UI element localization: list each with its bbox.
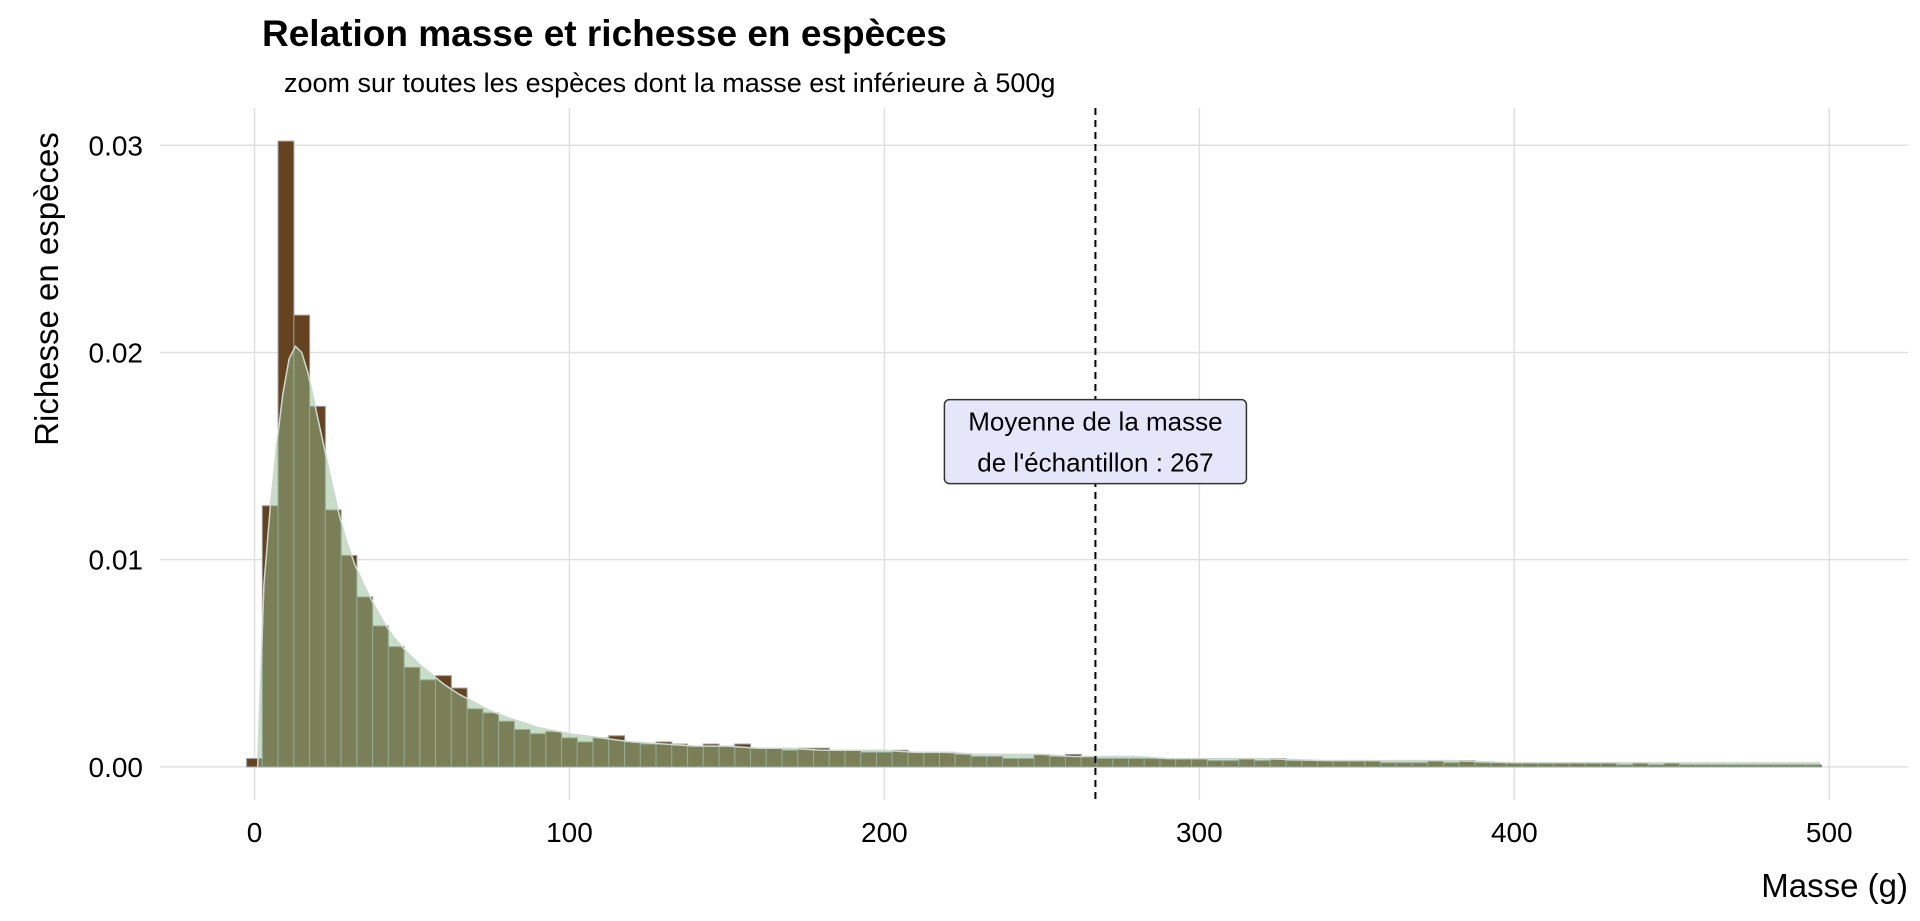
chart-subtitle: zoom sur toutes les espèces dont la mass… xyxy=(284,68,1055,98)
density-area xyxy=(257,346,1820,767)
annotation-box xyxy=(943,398,1248,485)
y-tick-label: 0.03 xyxy=(89,130,144,161)
x-tick-label: 0 xyxy=(247,817,263,848)
x-tick-label: 200 xyxy=(861,817,908,848)
x-tick-label: 500 xyxy=(1806,817,1853,848)
tick-labels: 0 100 200 300 400 500 0.00 0.01 0.02 0.03 xyxy=(89,130,1853,848)
density-curve xyxy=(256,345,1820,767)
y-tick-label: 0.01 xyxy=(89,545,144,576)
annotation-line: Moyenne de la masse xyxy=(968,407,1222,437)
mean-annotation: Moyenne de la masse de l'échantillon : 26… xyxy=(943,398,1248,485)
x-tick-label: 400 xyxy=(1491,817,1538,848)
annotation-line: de l'échantillon : 267 xyxy=(977,448,1213,478)
x-tick-label: 100 xyxy=(546,817,593,848)
y-tick-label: 0.02 xyxy=(89,337,144,368)
density-layer xyxy=(256,345,1820,767)
y-axis-title: Richesse en espèces xyxy=(28,132,65,446)
x-tick-label: 300 xyxy=(1176,817,1223,848)
chart-title: Relation masse et richesse en espèces xyxy=(262,13,947,54)
y-tick-label: 0.00 xyxy=(89,752,144,783)
x-axis-title: Masse (g) xyxy=(1761,867,1908,904)
